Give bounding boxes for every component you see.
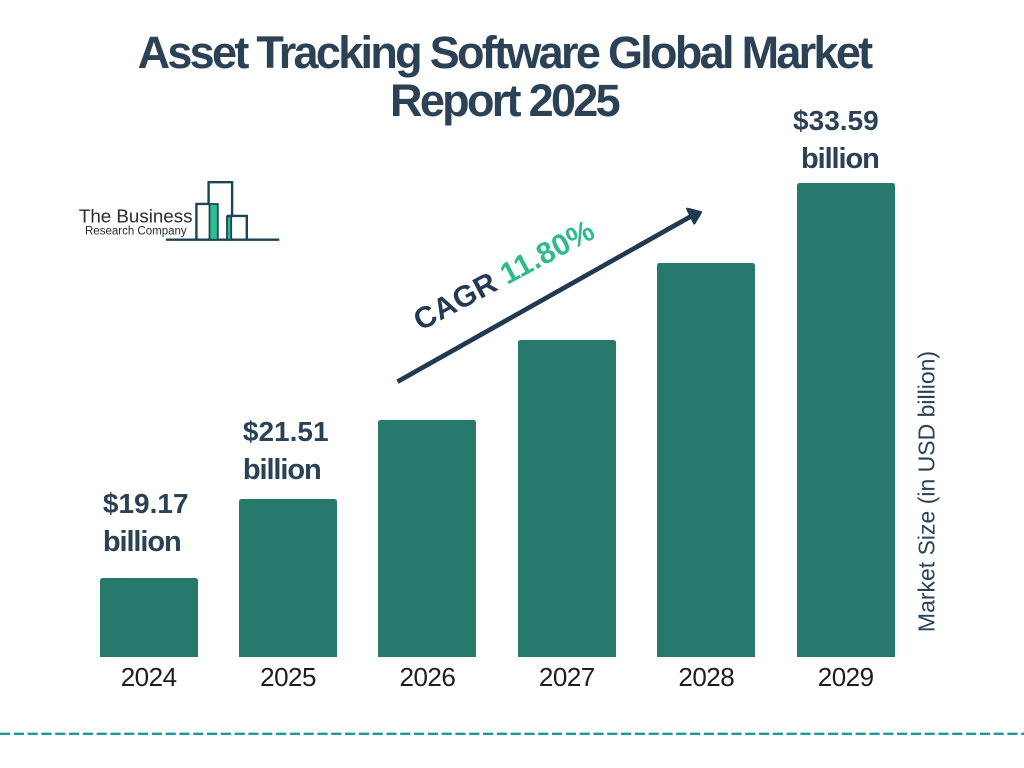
svg-text:Market Size (in USD billion): Market Size (in USD billion): [913, 351, 939, 632]
svg-text:Research Company: Research Company: [85, 225, 187, 237]
svg-text:The Business: The Business: [79, 206, 193, 227]
